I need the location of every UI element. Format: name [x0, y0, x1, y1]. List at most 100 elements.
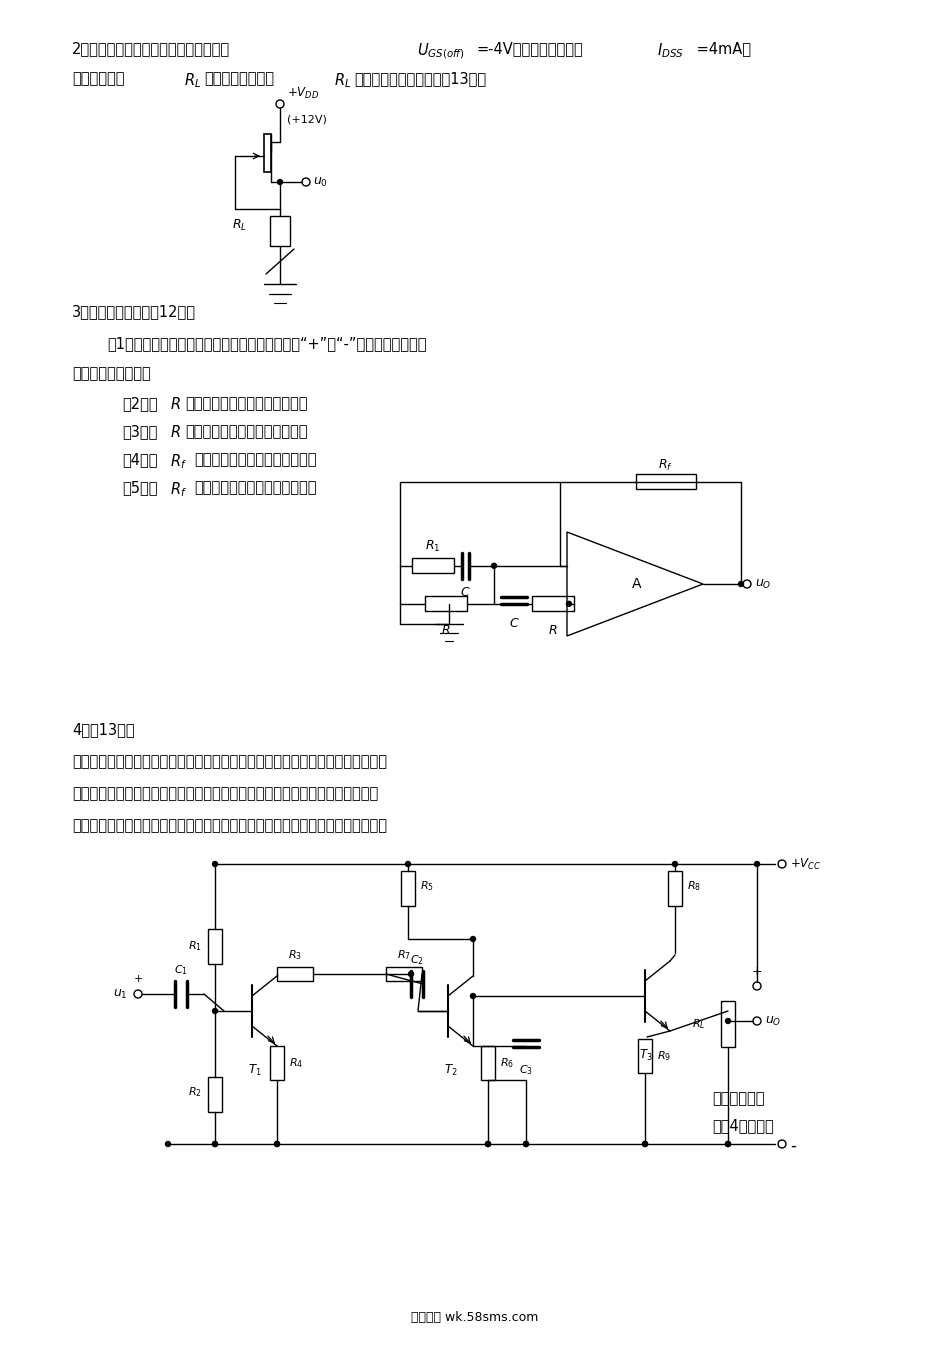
Circle shape	[726, 1141, 731, 1147]
Circle shape	[726, 1141, 731, 1147]
Text: $T_1$: $T_1$	[248, 1063, 262, 1078]
Text: $R$: $R$	[441, 623, 450, 637]
Circle shape	[213, 1141, 218, 1147]
Circle shape	[406, 861, 410, 867]
Text: $R_4$: $R_4$	[289, 1057, 303, 1070]
Circle shape	[485, 1141, 490, 1147]
Text: $u_1$: $u_1$	[113, 988, 128, 1000]
Text: $u_O$: $u_O$	[765, 1015, 782, 1027]
Text: $R_2$: $R_2$	[188, 1085, 202, 1098]
Bar	[412, 559, 454, 573]
Text: 然后判断图所示电路中引入了哪种组态的交流负反馈，并计算它们的反馈系数和: 然后判断图所示电路中引入了哪种组态的交流负反馈，并计算它们的反馈系数和	[72, 786, 378, 801]
Text: $R_9$: $R_9$	[657, 1049, 671, 1063]
Bar	[208, 929, 222, 964]
Text: $C$: $C$	[460, 586, 471, 599]
Text: 五八文库 wk.58sms.com: 五八文库 wk.58sms.com	[411, 1311, 539, 1324]
Circle shape	[673, 861, 677, 867]
Text: $R$: $R$	[170, 396, 180, 412]
Circle shape	[275, 1141, 279, 1147]
Text: 断路，则电路将产生什么现象？: 断路，则电路将产生什么现象？	[185, 424, 308, 439]
Text: (+12V): (+12V)	[287, 114, 327, 124]
Text: +: +	[133, 975, 142, 984]
Text: 短路，则电路将产生什么现象？: 短路，则电路将产生什么现象？	[194, 452, 316, 467]
Text: （1）为使电路产生正弦波振荡，标出集成运放的“+”和“-”；并说明电路是哪: （1）为使电路产生正弦波振荡，标出集成运放的“+”和“-”；并说明电路是哪	[107, 336, 427, 351]
Circle shape	[470, 993, 476, 999]
Text: （5）若: （5）若	[122, 481, 158, 495]
Bar	[425, 596, 467, 611]
Circle shape	[726, 1019, 731, 1023]
Text: $C_2$: $C_2$	[410, 953, 424, 966]
Text: $R_L$: $R_L$	[184, 71, 201, 90]
Text: $T_3$: $T_3$	[639, 1049, 653, 1063]
Circle shape	[738, 581, 744, 587]
Circle shape	[485, 1141, 490, 1147]
Bar	[638, 1039, 652, 1073]
Text: （共4大题，共: （共4大题，共	[712, 1119, 773, 1133]
Circle shape	[491, 563, 497, 568]
Text: 在深度负反馈条件下的电压放大倍数。设图中所有电容对交流信号均可视为短路。: 在深度负反馈条件下的电压放大倍数。设图中所有电容对交流信号均可视为短路。	[72, 818, 387, 833]
Text: $u_O$: $u_O$	[755, 577, 771, 591]
Text: （2）若: （2）若	[122, 396, 158, 411]
Circle shape	[754, 861, 759, 867]
Text: 短路，则电路将产生什么现象？: 短路，则电路将产生什么现象？	[185, 396, 308, 411]
Circle shape	[642, 1141, 648, 1147]
Text: （3）若: （3）若	[122, 424, 158, 439]
Text: $R_5$: $R_5$	[420, 879, 434, 892]
Text: 四、数字电路: 四、数字电路	[712, 1092, 765, 1106]
Circle shape	[213, 1141, 218, 1147]
Text: 断路，则电路将产生什么现象？: 断路，则电路将产生什么现象？	[194, 481, 316, 495]
Text: 2、电路如图所示，场效应管的夹断电压: 2、电路如图所示，场效应管的夹断电压	[72, 40, 230, 57]
Text: $I_{DSS}$: $I_{DSS}$	[657, 40, 684, 59]
Text: =-4V，饱和率漏极电流: =-4V，饱和率漏极电流	[477, 40, 583, 57]
Text: +: +	[751, 965, 762, 979]
Bar	[386, 966, 422, 981]
Text: $R_7$: $R_7$	[397, 948, 411, 962]
Text: 4、（13分）: 4、（13分）	[72, 721, 135, 738]
Bar	[668, 871, 682, 906]
Circle shape	[408, 972, 413, 976]
Text: $U_{GS(off)}$: $U_{GS(off)}$	[417, 40, 465, 61]
Text: 上的电流为恒流，: 上的电流为恒流，	[204, 71, 274, 86]
Text: $T_2$: $T_2$	[445, 1063, 458, 1078]
Text: $R_f$: $R_f$	[170, 452, 187, 471]
Bar	[636, 475, 695, 490]
Text: $R_L$: $R_L$	[693, 1018, 706, 1031]
Text: $C_3$: $C_3$	[519, 1063, 533, 1077]
Circle shape	[523, 1141, 528, 1147]
Circle shape	[275, 1141, 279, 1147]
Text: $R$: $R$	[548, 623, 558, 637]
Text: 判断图所示各电路中是否引入了反馈，是直流反馈还是交流反馈，有没有正反馈。: 判断图所示各电路中是否引入了反馈，是直流反馈还是交流反馈，有没有正反馈。	[72, 754, 387, 769]
Text: $R_1$: $R_1$	[188, 940, 202, 953]
Text: $u_0$: $u_0$	[313, 175, 328, 188]
Bar	[264, 135, 271, 172]
Text: $R_L$: $R_L$	[334, 71, 352, 90]
Text: 3、电路如图所示。（12分）: 3、电路如图所示。（12分）	[72, 304, 196, 319]
Bar	[721, 1001, 735, 1047]
Text: 种正弦波振荡电路。: 种正弦波振荡电路。	[72, 366, 151, 381]
Circle shape	[213, 1008, 218, 1014]
Circle shape	[165, 1141, 170, 1147]
Circle shape	[566, 602, 572, 606]
Text: =4mA，: =4mA，	[692, 40, 751, 57]
Circle shape	[213, 861, 218, 867]
Circle shape	[642, 1141, 648, 1147]
Text: $C_1$: $C_1$	[174, 964, 188, 977]
Text: $R_L$: $R_L$	[232, 218, 247, 233]
Text: -: -	[790, 1137, 796, 1155]
Bar	[401, 871, 415, 906]
Text: 试问：为保证: 试问：为保证	[72, 71, 124, 86]
Bar	[270, 1046, 284, 1079]
Text: +$V_{CC}$: +$V_{CC}$	[790, 856, 822, 872]
Bar	[532, 596, 574, 611]
Text: （4）若: （4）若	[122, 452, 158, 467]
Bar	[208, 1077, 222, 1112]
Circle shape	[523, 1141, 528, 1147]
Text: $R_f$: $R_f$	[658, 458, 673, 472]
Text: $R_8$: $R_8$	[687, 879, 701, 892]
Text: 的取値范围应为多少？（13分）: 的取値范围应为多少？（13分）	[354, 71, 486, 86]
Text: $C$: $C$	[508, 616, 520, 630]
Text: $R$: $R$	[170, 424, 180, 440]
Text: $R_1$: $R_1$	[426, 538, 441, 553]
Bar	[277, 966, 313, 981]
Bar	[481, 1046, 495, 1079]
